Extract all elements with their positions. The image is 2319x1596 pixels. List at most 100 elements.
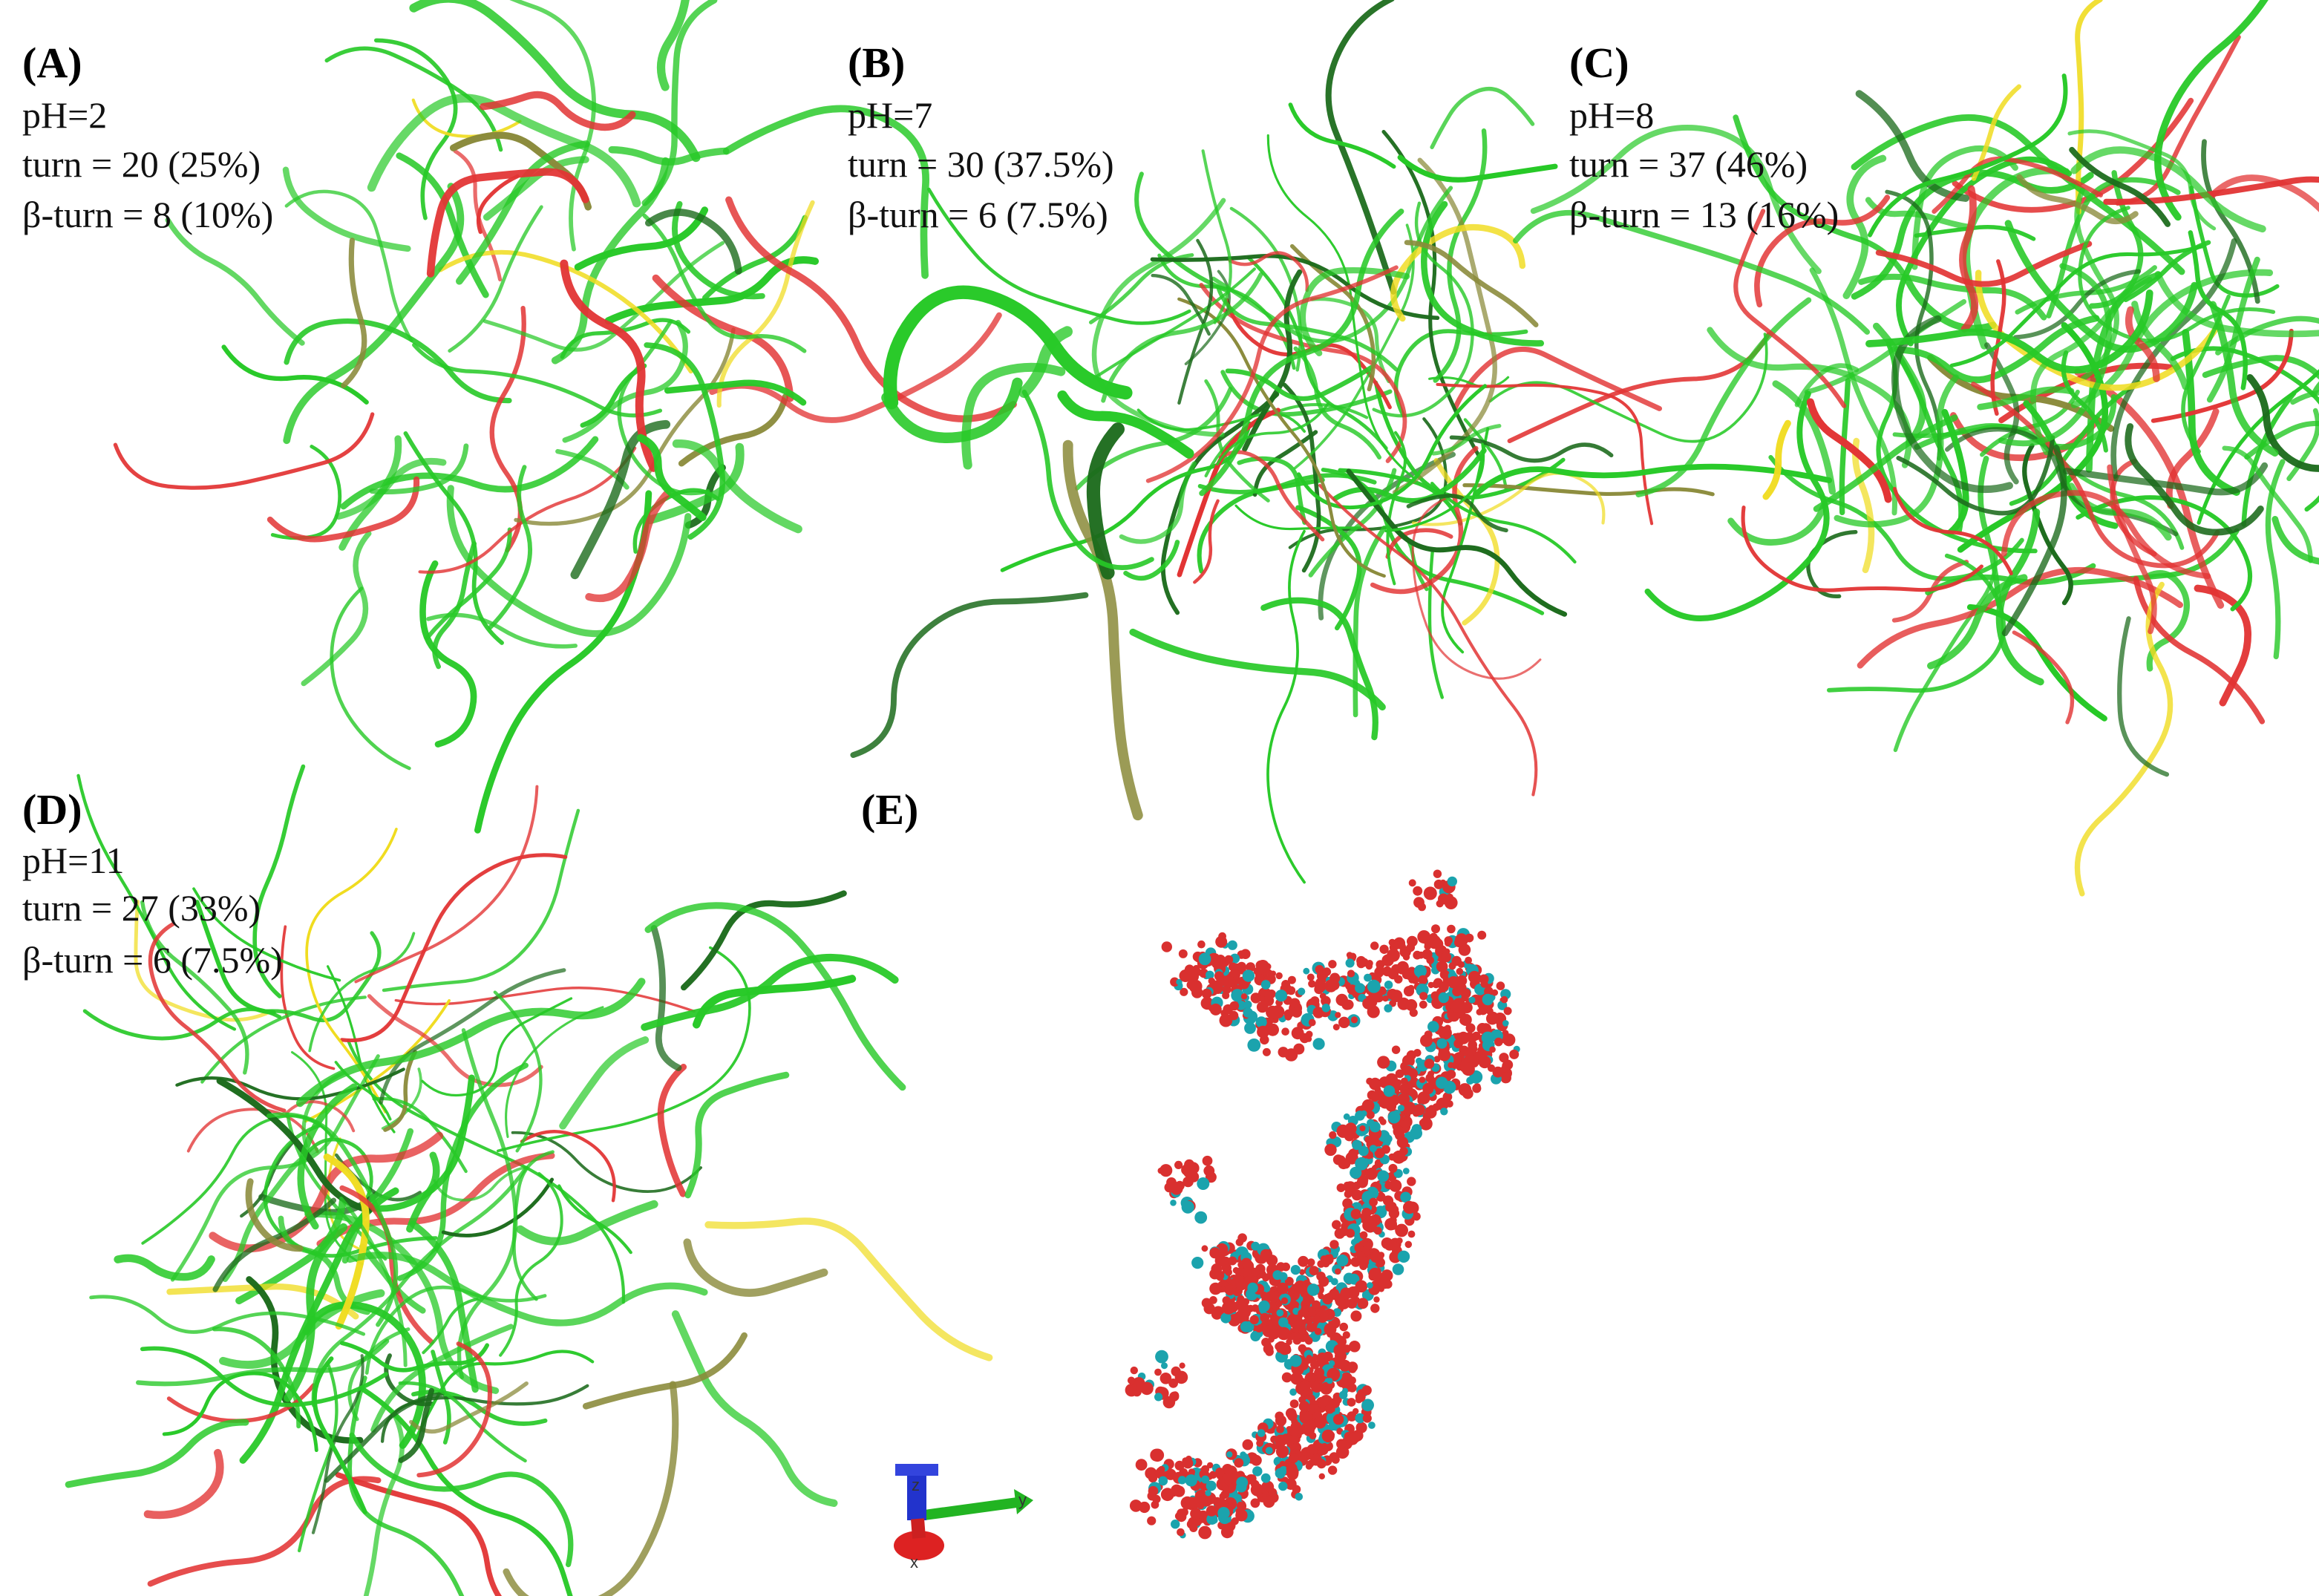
atom [1227, 940, 1237, 950]
atom [1309, 1447, 1318, 1456]
panel-a-text: (A) pH=2 turn = 20 (25%) β-turn = 8 (10%… [22, 39, 273, 235]
peptide-strand [2067, 129, 2217, 231]
peptide-strand [1911, 145, 2018, 270]
peptide-strand [1199, 282, 1407, 463]
atom [1348, 1376, 1356, 1384]
atom [1381, 954, 1394, 967]
atom [1370, 1251, 1381, 1263]
peptide-strand [301, 531, 372, 687]
atom [1384, 1004, 1393, 1013]
peptide-strand [369, 443, 469, 494]
peptide-strand [147, 1476, 382, 1587]
atom [1440, 1108, 1448, 1116]
atom [1406, 943, 1416, 952]
atom [1377, 1056, 1390, 1069]
atom [1147, 1516, 1157, 1525]
atom [1379, 944, 1389, 955]
peptide-strand [725, 196, 1017, 422]
atom [1135, 1459, 1148, 1471]
peptide-strand [1978, 456, 2002, 608]
peptide-strand [360, 1386, 573, 1596]
atom [1454, 1033, 1462, 1041]
atom [1308, 1373, 1317, 1382]
atom [1427, 1021, 1439, 1033]
atom [1295, 1493, 1304, 1501]
z-axis-arrowhead [895, 1464, 938, 1476]
peptide-strand [1318, 483, 1538, 797]
atom [1316, 1353, 1329, 1365]
peptide-strand [1733, 209, 1847, 408]
atom [1206, 1514, 1218, 1525]
peptide-strand [1101, 272, 1263, 403]
atom [1324, 1323, 1337, 1336]
atom [1438, 893, 1449, 905]
peptide-strand [2222, 445, 2313, 563]
peptide-strand [2075, 0, 2103, 215]
peptide-strand [503, 1381, 679, 1596]
atom [1160, 1164, 1173, 1177]
panel-b-text: (B) pH=7 turn = 30 (37.5%) β-turn = 6 (7… [848, 39, 1114, 235]
peptide-strand [1246, 256, 1388, 451]
peptide-strand [89, 1295, 366, 1336]
peptide-strand [1430, 86, 1535, 149]
atom [1310, 1360, 1320, 1370]
atom [1198, 1525, 1212, 1540]
panel-label: (A) [22, 39, 82, 87]
peptide-strand [1346, 468, 1568, 617]
atom [1457, 961, 1465, 968]
atom [1395, 1069, 1404, 1079]
atom [1309, 1266, 1319, 1276]
atom [1233, 963, 1241, 971]
atom [1328, 960, 1337, 969]
peptide-strand [644, 902, 906, 1091]
peptide-strand [411, 1390, 548, 1426]
atom [1189, 1498, 1201, 1509]
peptide-strand [1293, 346, 1381, 459]
peptide-strand [1891, 315, 2013, 494]
peptide-strand [1772, 380, 1836, 495]
peptide-strand [1635, 297, 1812, 497]
atom [1170, 977, 1180, 987]
peptide-strand [2206, 256, 2260, 403]
atom [1462, 1088, 1474, 1099]
atom [1349, 1341, 1361, 1353]
atom [1258, 1300, 1270, 1312]
peptide-strand [2022, 443, 2073, 606]
peptide-strand [2241, 390, 2297, 527]
atom [1291, 1007, 1303, 1018]
atom [1335, 1012, 1341, 1018]
peptide-strand [2271, 516, 2319, 565]
atom [1359, 1125, 1366, 1131]
peptide-strand [367, 994, 543, 1088]
peptide-strand [1421, 200, 1545, 347]
atom [1295, 1284, 1306, 1295]
peptide-strand [311, 1354, 364, 1534]
atom [1393, 941, 1401, 949]
atom [1352, 1257, 1359, 1265]
atom [1417, 1091, 1430, 1105]
atom [1333, 1344, 1346, 1357]
peptide-strand [297, 1083, 358, 1230]
peptide-strand [194, 900, 276, 1015]
peptide-strand [1914, 224, 2036, 241]
atom [1206, 1505, 1217, 1517]
atom [1197, 1177, 1210, 1190]
atom [1393, 1125, 1405, 1137]
peptide-strand [415, 1350, 595, 1439]
peptide-strand [1220, 370, 1393, 417]
atom [1339, 1390, 1348, 1399]
atom [1396, 1237, 1403, 1244]
atom [1286, 1465, 1299, 1479]
peptide-strand [2069, 146, 2171, 227]
atom [1284, 1277, 1294, 1286]
peptide-strand [1310, 297, 1391, 384]
atom [1407, 1082, 1414, 1090]
peptide-strand [650, 925, 682, 1071]
atom [1231, 989, 1244, 1002]
atom [1327, 1422, 1337, 1431]
peptide-strand [1318, 451, 1456, 621]
peptide-strand [562, 319, 688, 443]
peptide-strand [418, 446, 637, 574]
atom [1246, 962, 1255, 972]
atom [1209, 1296, 1217, 1304]
